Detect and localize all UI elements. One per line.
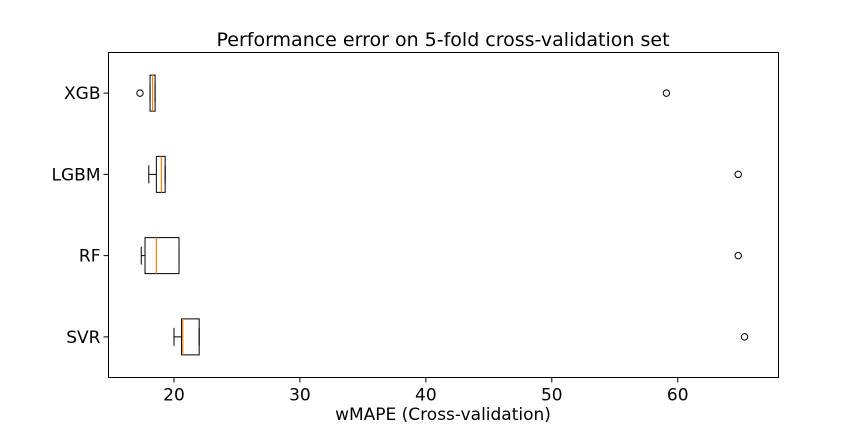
y-tick-label: LGBM: [52, 165, 101, 185]
outlier-point: [662, 89, 671, 97]
outlier-point: [734, 251, 742, 260]
outlier-point: [740, 333, 749, 341]
x-tick-label: 40: [415, 386, 437, 406]
box-lgbm: [148, 155, 742, 193]
axes-frame: [108, 52, 779, 378]
box-series: [136, 74, 749, 356]
box-rf: [140, 237, 742, 275]
y-tick-label: RF: [79, 247, 101, 267]
y-tick-label: XGB: [64, 84, 100, 104]
x-tick-label: 50: [541, 386, 563, 406]
x-tick-label: 30: [289, 386, 311, 406]
outlier-point: [136, 89, 144, 97]
box-xgb: [136, 74, 671, 112]
box-iqr: [181, 318, 200, 356]
outlier-point: [734, 170, 742, 179]
x-axis-label: wMAPE (Cross-validation): [335, 405, 551, 425]
box-iqr: [155, 155, 166, 193]
y-tick-label: SVR: [66, 328, 100, 348]
box-svr: [173, 318, 749, 356]
x-tick-label: 60: [667, 386, 689, 406]
x-tick-label: 20: [163, 386, 185, 406]
box-iqr: [144, 237, 180, 275]
y-axis: SVR RF LGBM XGB: [52, 84, 109, 348]
chart-title: Performance error on 5-fold cross-valida…: [216, 29, 669, 51]
x-axis: 20 30 40 50 60: [163, 377, 689, 406]
